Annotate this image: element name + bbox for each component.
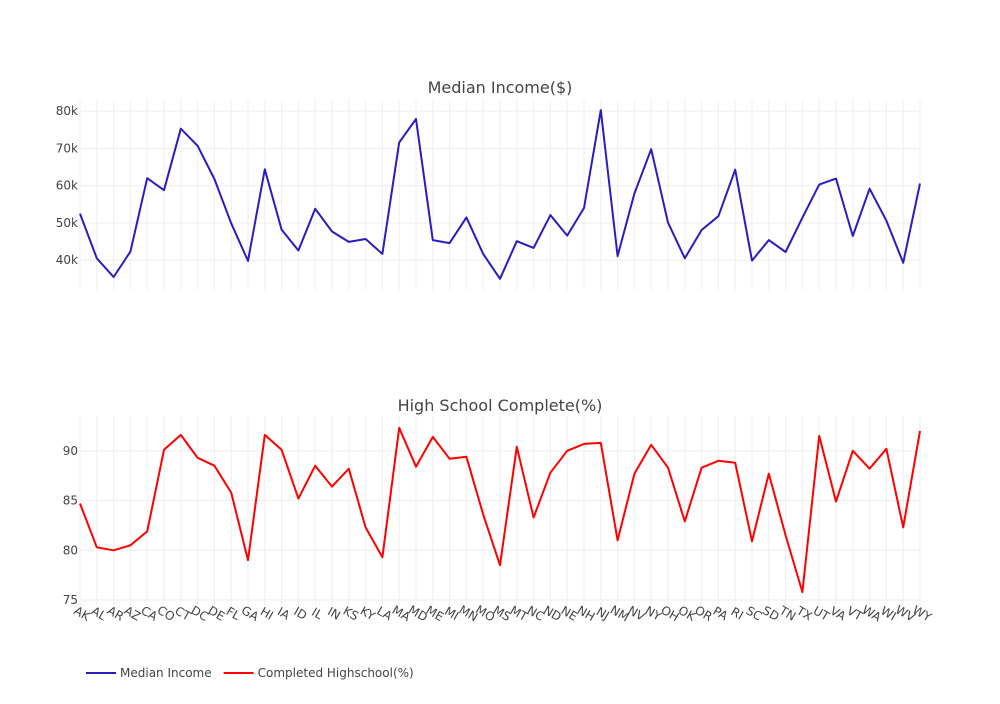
y-tick-label: 40k	[56, 253, 78, 267]
x-tick-label: IN	[325, 604, 343, 622]
x-tick-label: KY	[358, 604, 378, 624]
y-tick-label: 80k	[56, 104, 78, 118]
legend: Median Income Completed Highschool(%)	[86, 666, 414, 680]
series-line	[79, 109, 921, 280]
y-tick-label: 70k	[56, 141, 78, 155]
chart-title: Median Income($)	[428, 78, 573, 97]
x-tick-label: SC	[744, 603, 765, 623]
y-tick-label: 50k	[56, 216, 78, 230]
x-tick-label: MI	[442, 604, 461, 623]
x-tick-label: DE	[206, 603, 228, 624]
income-panel: 40k 50k 60k 70k 80k Median Income($)	[56, 78, 921, 290]
x-tick-label: LA	[374, 604, 395, 624]
legend-label: Median Income	[120, 666, 212, 680]
legend-label: Completed Highschool(%)	[258, 666, 414, 680]
y-tick-label: 90	[63, 444, 78, 458]
series-line	[79, 426, 921, 594]
x-tick-label: NH	[575, 603, 598, 624]
x-tick-label: KS	[341, 604, 361, 624]
chart-title: High School Complete(%)	[398, 396, 603, 415]
y-tick-label: 60k	[56, 179, 78, 193]
x-tick-label: PA	[711, 604, 731, 624]
x-tick-label: WY	[910, 603, 934, 625]
x-tick-label: AL	[89, 604, 109, 624]
x-tick-label: RI	[729, 605, 746, 623]
x-tick-label: FL	[224, 604, 243, 623]
x-tick-label: HI	[258, 604, 276, 622]
x-tick-label: WI	[878, 604, 898, 624]
x-tick-label: ID	[291, 604, 309, 623]
x-tick-label: NJ	[594, 604, 612, 622]
y-tick-label: 75	[63, 593, 78, 607]
x-tick-label: IA	[275, 605, 293, 623]
y-tick-label: 85	[63, 494, 78, 508]
x-tick-label: IL	[309, 605, 325, 622]
y-tick-label: 80	[63, 543, 78, 557]
